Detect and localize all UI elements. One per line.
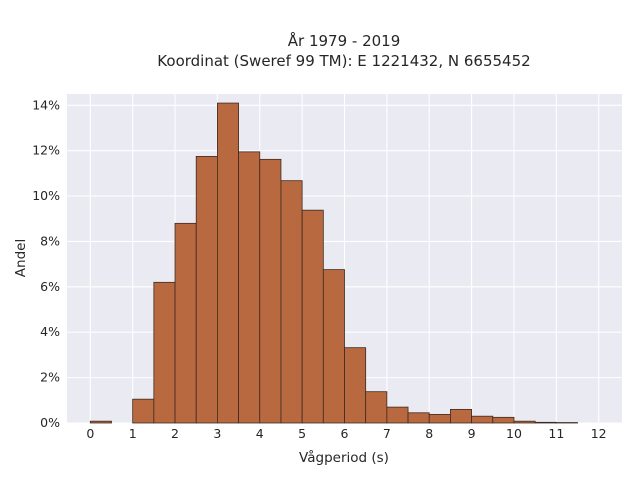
- chart-title-line-2: Koordinat (Sweref 99 TM): E 1221432, N 6…: [157, 52, 530, 70]
- histogram-bar: [428, 413, 451, 424]
- histogram-bar: [238, 151, 261, 424]
- y-axis-ticks: 0% 2% 4% 6% 8% 10% 12% 14%: [32, 97, 60, 430]
- histogram-bar: [132, 398, 155, 424]
- chart-title-line-1: År 1979 - 2019: [288, 31, 401, 50]
- histogram-bar: [174, 222, 197, 424]
- x-tick-label: 0: [86, 426, 94, 441]
- x-tick-label: 6: [341, 426, 349, 441]
- histogram-bar: [301, 209, 324, 424]
- x-tick-label: 4: [256, 426, 264, 441]
- histogram-bar: [89, 420, 112, 424]
- y-tick-label: 2%: [40, 370, 60, 385]
- histogram-bar: [386, 406, 409, 424]
- y-tick-label: 8%: [40, 233, 60, 248]
- x-tick-label: 9: [468, 426, 476, 441]
- histogram-bar: [259, 158, 282, 424]
- x-tick-label: 1: [129, 426, 137, 441]
- histogram-bar: [534, 421, 557, 424]
- histogram-bar: [492, 416, 515, 424]
- y-tick-label: 6%: [40, 279, 60, 294]
- x-tick-label: 12: [591, 426, 607, 441]
- histogram-bar: [471, 415, 494, 424]
- histogram-bar: [195, 155, 218, 424]
- x-tick-label: 11: [548, 426, 564, 441]
- y-axis-label: Andel: [13, 239, 29, 277]
- y-tick-label: 12%: [32, 143, 60, 158]
- x-tick-label: 3: [213, 426, 221, 441]
- x-tick-label: 10: [506, 426, 522, 441]
- histogram-bar: [217, 102, 239, 424]
- x-axis-ticks: 0 1 2 3 4 5 6 7 8 9 10 11 12: [86, 426, 606, 441]
- x-tick-label: 8: [425, 426, 433, 441]
- histogram-bar: [322, 269, 345, 424]
- y-tick-label: 14%: [32, 97, 60, 112]
- y-tick-label: 10%: [32, 188, 60, 203]
- histogram-bar: [344, 347, 367, 424]
- histogram-bar: [513, 420, 536, 424]
- histogram-bar: [153, 281, 176, 424]
- histogram-bar: [407, 412, 430, 424]
- histogram-bar: [280, 180, 303, 424]
- histogram-bar: [450, 408, 472, 424]
- histogram-bar: [365, 391, 388, 424]
- histogram-bars: [89, 102, 578, 424]
- x-tick-label: 7: [383, 426, 391, 441]
- y-tick-label: 0%: [40, 415, 60, 430]
- x-tick-label: 5: [298, 426, 306, 441]
- x-axis-label: Vågperiod (s): [299, 449, 389, 466]
- x-tick-label: 2: [171, 426, 179, 441]
- y-tick-label: 4%: [40, 324, 60, 339]
